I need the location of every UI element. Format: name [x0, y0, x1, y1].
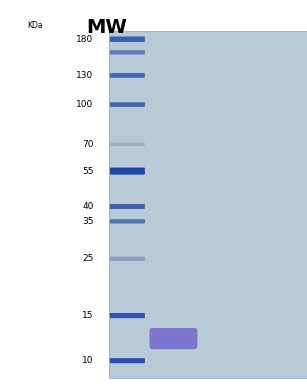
Text: 35: 35 — [82, 217, 94, 226]
Text: 100: 100 — [76, 100, 94, 109]
Text: KDa: KDa — [28, 21, 43, 30]
Text: 55: 55 — [82, 167, 94, 176]
Text: 10: 10 — [82, 356, 94, 365]
Text: 180: 180 — [76, 35, 94, 44]
Text: 40: 40 — [82, 202, 94, 211]
Text: 25: 25 — [82, 254, 94, 263]
Text: 70: 70 — [82, 140, 94, 149]
Text: 130: 130 — [76, 71, 94, 80]
Text: MW: MW — [86, 18, 127, 37]
Text: 15: 15 — [82, 311, 94, 320]
